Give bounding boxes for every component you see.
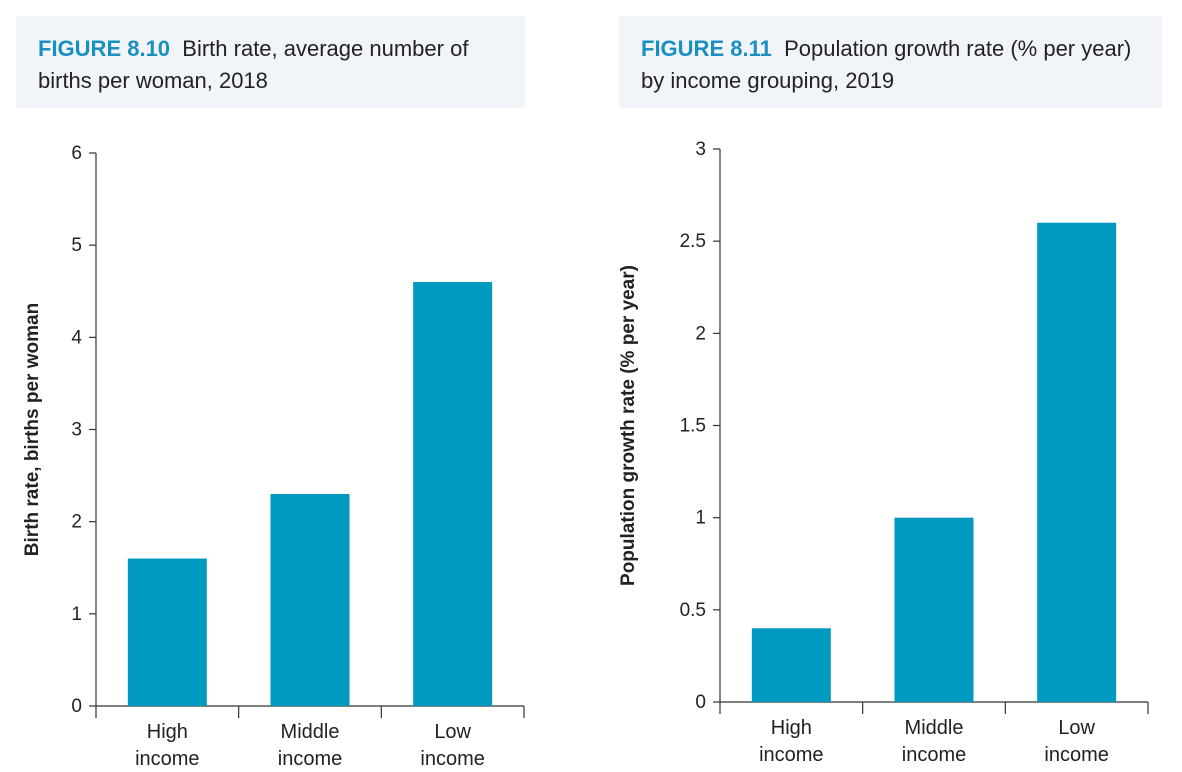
y-tick-label: 2.5 <box>680 231 706 252</box>
y-tick-label: 4 <box>71 327 82 348</box>
bar <box>270 494 350 706</box>
figure-title: Birth rate, average number of births per… <box>38 36 469 93</box>
x-category-label: High <box>147 721 188 743</box>
figure-title: Population growth rate (% per year) by i… <box>641 36 1132 93</box>
y-tick-label: 0.5 <box>680 600 706 621</box>
figure-caption: FIGURE 8.10 Birth rate, average number o… <box>16 16 525 108</box>
y-tick-label: 2 <box>695 323 706 344</box>
y-tick-label: 5 <box>71 235 82 256</box>
y-tick-label: 0 <box>695 692 706 713</box>
y-tick-label: 1 <box>695 508 706 529</box>
y-tick-label: 1 <box>71 604 82 625</box>
figure-label: FIGURE 8.10 <box>38 36 171 61</box>
x-category-label: Low <box>434 721 471 743</box>
figure-label: FIGURE 8.11 <box>641 36 772 61</box>
x-category-label: income <box>135 748 199 770</box>
y-tick-label: 3 <box>71 420 82 441</box>
bar <box>127 558 207 706</box>
x-category-label: income <box>278 748 342 770</box>
x-category-label: income <box>902 744 966 766</box>
figure-caption: FIGURE 8.11 Population growth rate (% pe… <box>619 16 1162 108</box>
y-tick-label: 0 <box>71 696 82 717</box>
y-axis-title: Birth rate, births per woman <box>22 303 43 556</box>
x-category-label: High <box>771 717 812 739</box>
x-category-label: Low <box>1058 717 1095 739</box>
x-category-label: Middle <box>281 721 340 743</box>
y-axis-title: Population growth rate (% per year) <box>618 265 639 586</box>
y-tick-label: 1.5 <box>680 416 706 437</box>
x-category-label: income <box>759 744 823 766</box>
bar <box>1037 222 1117 702</box>
y-tick-label: 6 <box>71 143 82 164</box>
bar <box>413 282 493 706</box>
y-tick-label: 2 <box>71 512 82 533</box>
x-category-label: income <box>1044 744 1108 766</box>
bar <box>751 628 831 702</box>
x-category-label: income <box>420 748 484 770</box>
y-tick-label: 3 <box>695 139 706 160</box>
x-category-label: Middle <box>905 717 964 739</box>
bar <box>894 517 974 702</box>
